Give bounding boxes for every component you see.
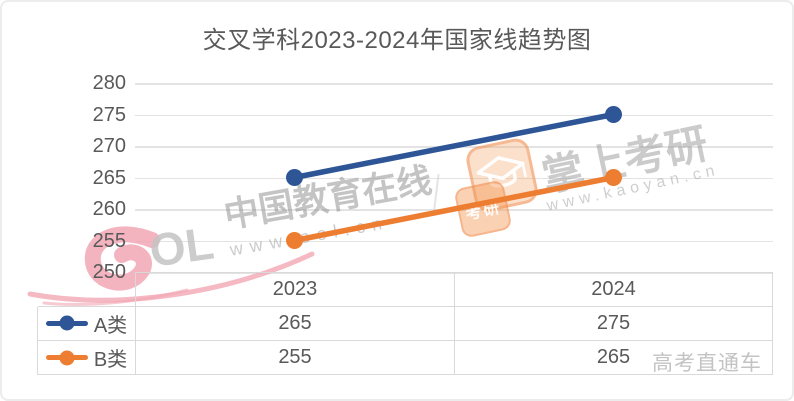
chart-title: 交叉学科2023-2024年国家线趋势图 (202, 27, 592, 54)
table-header-row: 2023 2024 (135, 272, 773, 307)
y-axis-tick-265: 265 (92, 166, 126, 189)
series-lines (286, 106, 622, 249)
series-line-B类 (291, 174, 617, 244)
y-axis-tick-260: 260 (92, 198, 126, 220)
data-point-B类-2024 (605, 169, 622, 186)
legend-label-a: A类 (93, 314, 128, 337)
gridline-275 (135, 114, 773, 116)
value-a-2023: 265 (136, 307, 455, 340)
value-b-2024: 265 (596, 346, 631, 368)
legend-marker-a-icon (45, 315, 88, 331)
value-b-2023: 255 (136, 341, 455, 374)
legend-marker-b-icon (45, 350, 88, 366)
table-header-2024: 2024 (591, 278, 636, 300)
legend-cell-a: A类 (38, 305, 136, 340)
data-point-A类-2024 (605, 106, 622, 123)
y-axis-tick-275: 275 (92, 103, 126, 126)
y-axis-tick-255: 255 (92, 229, 126, 252)
table-row-series-a: A类 265 275 (37, 305, 773, 341)
gridline-265 (135, 177, 773, 179)
table-row-series-b: B类 255 265 (37, 341, 773, 375)
data-point-A类-2023 (286, 169, 303, 186)
value-a-2024: 275 (596, 312, 631, 334)
y-axis-tick-270: 270 (92, 135, 126, 157)
gridline-280 (135, 83, 773, 85)
y-axis-tick-280: 280 (92, 72, 126, 94)
legend-label-b: B类 (93, 349, 128, 371)
table-header-2023: 2023 (136, 273, 455, 306)
legend-cell-b: B类 (38, 341, 136, 374)
data-point-B类-2023 (286, 232, 303, 249)
gridline-255 (135, 240, 773, 242)
series-line-A类 (291, 111, 617, 181)
y-axis-tick-250: 250 (92, 261, 126, 283)
